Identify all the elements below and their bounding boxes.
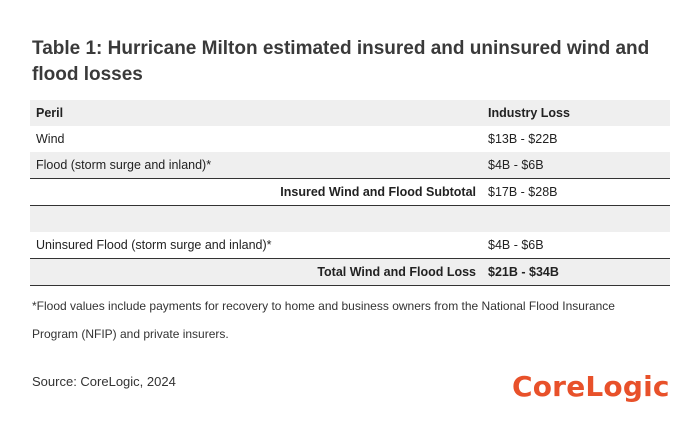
table-row: Flood (storm surge and inland)* $4B - $6… bbox=[30, 152, 670, 179]
corelogic-logo: CoreLogic bbox=[512, 370, 670, 403]
spacer-row bbox=[30, 206, 670, 233]
peril-cell: Uninsured Flood (storm surge and inland)… bbox=[30, 232, 482, 259]
subtotal-row: Insured Wind and Flood Subtotal $17B - $… bbox=[30, 179, 670, 206]
industry-loss-header: Industry Loss bbox=[482, 100, 670, 126]
table-row: Uninsured Flood (storm surge and inland)… bbox=[30, 232, 670, 259]
peril-cell: Wind bbox=[30, 126, 482, 152]
loss-cell: $4B - $6B bbox=[482, 232, 670, 259]
total-value: $21B - $34B bbox=[482, 259, 670, 286]
loss-table: Peril Industry Loss Wind $13B - $22B Flo… bbox=[30, 100, 670, 286]
peril-cell: Flood (storm surge and inland)* bbox=[30, 152, 482, 179]
total-label: Total Wind and Flood Loss bbox=[30, 259, 482, 286]
table-row: Wind $13B - $22B bbox=[30, 126, 670, 152]
loss-cell: $13B - $22B bbox=[482, 126, 670, 152]
peril-cell bbox=[30, 206, 482, 233]
loss-cell: $4B - $6B bbox=[482, 152, 670, 179]
source-note: Source: CoreLogic, 2024 bbox=[32, 374, 176, 389]
table-title: Table 1: Hurricane Milton estimated insu… bbox=[32, 36, 672, 88]
footnote: *Flood values include payments for recov… bbox=[32, 292, 652, 348]
subtotal-label: Insured Wind and Flood Subtotal bbox=[30, 179, 482, 206]
loss-cell bbox=[482, 206, 670, 233]
total-row: Total Wind and Flood Loss $21B - $34B bbox=[30, 259, 670, 286]
table-header-row: Peril Industry Loss bbox=[30, 100, 670, 126]
peril-header: Peril bbox=[30, 100, 482, 126]
subtotal-value: $17B - $28B bbox=[482, 179, 670, 206]
